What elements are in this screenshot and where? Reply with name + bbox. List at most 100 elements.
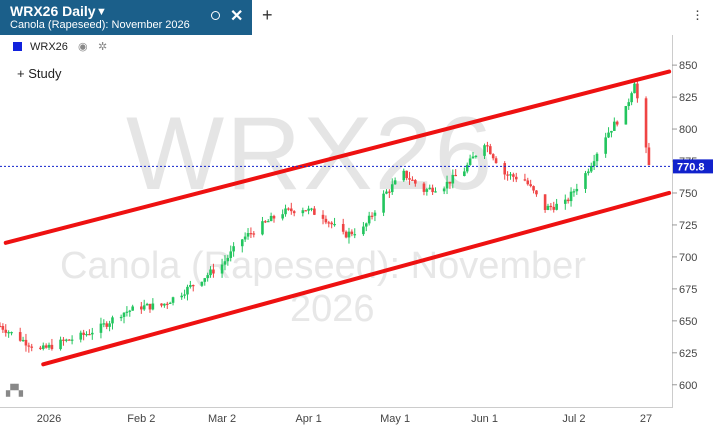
candle-body <box>151 303 155 310</box>
chevron-down-icon[interactable]: ▼ <box>96 6 107 18</box>
candle-body <box>145 303 149 306</box>
candle-body <box>549 205 553 208</box>
candle-body <box>163 303 166 306</box>
candle-body <box>569 191 573 202</box>
candle-body <box>128 310 132 312</box>
watermark-name: Canola (Rapeseed): November <box>60 245 586 287</box>
y-tick-label: 700 <box>679 252 697 264</box>
candle-body <box>85 334 88 336</box>
candle-body <box>613 121 616 131</box>
candle-body <box>373 212 377 216</box>
add-study-button[interactable]: + Study <box>17 66 62 81</box>
eye-icon[interactable]: ◉ <box>78 41 88 53</box>
y-tick-label: 725 <box>679 220 697 232</box>
candle-body <box>18 332 22 341</box>
candle-body <box>59 339 62 350</box>
candle-body <box>350 231 354 235</box>
candle-body <box>272 215 276 219</box>
candle-body <box>454 174 457 177</box>
candle-body <box>514 176 518 180</box>
candle-body <box>249 233 253 235</box>
candle-body <box>79 332 83 340</box>
candle-body <box>307 208 310 211</box>
candle-body <box>65 339 68 341</box>
candle-body <box>353 234 357 236</box>
candle-body <box>532 186 535 191</box>
candle-body <box>425 189 429 192</box>
candle-body <box>468 158 472 165</box>
candle-body <box>347 231 351 238</box>
candle-body <box>220 264 224 274</box>
candle-body <box>41 345 45 349</box>
candle-body <box>434 191 437 193</box>
price-axis[interactable] <box>672 35 721 408</box>
candle-body <box>630 93 633 103</box>
candle-body <box>212 269 215 274</box>
candle-body <box>529 184 532 187</box>
candle-body <box>148 303 152 310</box>
watermark-symbol: WRX26 <box>126 96 495 212</box>
candle-body <box>327 222 331 224</box>
candle-body <box>90 332 94 335</box>
y-tick-label: 650 <box>679 316 697 328</box>
candle-body <box>494 158 498 164</box>
candle-body <box>27 345 31 347</box>
time-axis-line <box>0 407 672 408</box>
candle-body <box>111 317 114 324</box>
candle-body <box>385 191 388 194</box>
candle-body <box>21 339 25 342</box>
candle-body <box>543 194 547 210</box>
candle-body <box>341 223 345 232</box>
candle-body <box>595 153 599 162</box>
candle-body <box>491 154 495 159</box>
candle-body <box>535 190 538 195</box>
candle-body <box>171 297 175 303</box>
candle-body <box>402 170 406 181</box>
candle-body <box>183 294 186 296</box>
candle-body <box>405 170 408 179</box>
candle-body <box>122 312 126 317</box>
chart-tab[interactable]: WRX26 Daily ▼ Canola (Rapeseed): Novembe… <box>0 0 252 35</box>
y-tick-label: 800 <box>679 124 697 136</box>
candle-body <box>393 180 397 185</box>
candle-body <box>503 163 507 175</box>
candle-body <box>587 171 590 174</box>
close-icon[interactable]: ✕ <box>230 8 244 25</box>
candle-body <box>108 323 111 327</box>
candle-body <box>99 323 103 333</box>
x-tick-label: May 1 <box>380 413 410 425</box>
kebab-icon[interactable]: · · · <box>695 2 700 27</box>
new-tab-button[interactable]: + <box>262 5 273 25</box>
last-price-badge <box>673 159 713 174</box>
candle-body <box>414 180 417 184</box>
candle-body <box>313 208 316 215</box>
candle-body <box>463 171 466 176</box>
candle-body <box>506 174 509 176</box>
candle-body <box>186 286 189 295</box>
candle-body <box>333 223 336 226</box>
gear-icon[interactable]: ✲ <box>98 41 108 53</box>
candle-body <box>512 174 515 177</box>
candle-body <box>546 205 550 210</box>
legend-symbol: WRX26 <box>30 41 68 53</box>
candle-body <box>165 303 169 305</box>
candle-body <box>1 326 5 330</box>
candle-body <box>607 132 610 138</box>
candle-body <box>408 178 411 180</box>
x-tick-label: Feb 2 <box>127 413 155 425</box>
candle-body <box>30 346 34 348</box>
candle-body <box>4 329 8 333</box>
candle-body <box>284 208 287 215</box>
candle-body <box>563 199 567 204</box>
candle-body <box>636 83 639 99</box>
candle-body <box>39 347 42 349</box>
candle-body <box>575 188 579 192</box>
candle-body <box>102 323 106 325</box>
last-price-label: 770.8 <box>677 161 705 173</box>
candle-body <box>486 145 489 147</box>
candle-body <box>180 295 183 298</box>
candle-body <box>627 102 631 107</box>
circle-icon[interactable] <box>211 11 220 20</box>
candle-body <box>62 339 65 341</box>
